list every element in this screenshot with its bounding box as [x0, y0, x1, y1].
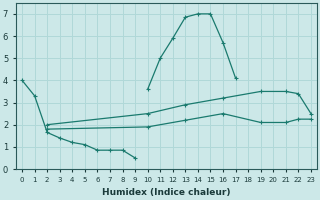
X-axis label: Humidex (Indice chaleur): Humidex (Indice chaleur) — [102, 188, 231, 197]
